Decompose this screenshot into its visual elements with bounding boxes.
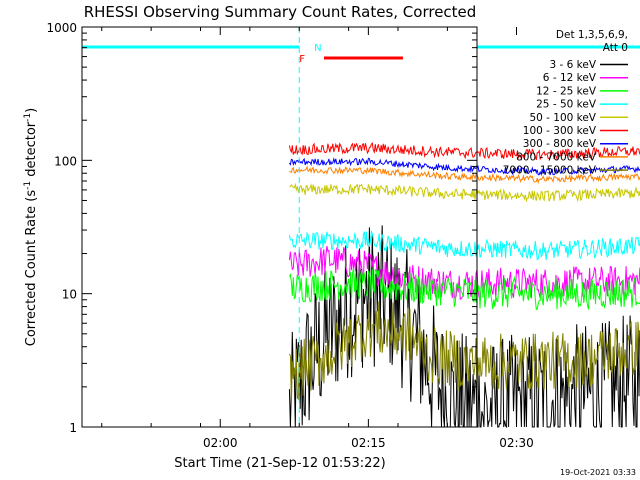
series-line-9 (288, 301, 640, 405)
series-line-6 (288, 141, 640, 161)
legend-header-2: Att 0 (603, 42, 628, 54)
y-axis-label-mid: detector (24, 121, 39, 181)
y-axis-label-end: ) (24, 108, 39, 113)
series-line-8 (289, 165, 640, 185)
series-line-3 (288, 267, 640, 311)
series-line-5 (289, 182, 640, 203)
night-label: N (314, 43, 321, 54)
legend-entry-label: 25 - 50 keV (536, 99, 597, 111)
legend-entry-label: 300 - 800 keV (523, 138, 597, 150)
series-line-4 (288, 229, 640, 261)
flare-label: F (299, 54, 305, 65)
legend-entry-label: 6 - 12 keV (543, 72, 597, 84)
legend-entry-label: 50 - 100 keV (529, 112, 596, 124)
y-axis-label-sup1: -1 (23, 181, 33, 190)
plot-frame (81, 26, 478, 428)
series-line-7 (288, 156, 640, 177)
y-axis-label-sup2: -1 (23, 113, 33, 122)
series-line-1 (288, 225, 640, 429)
y-tick-label: 1 (69, 421, 77, 435)
y-axis-label: Corrected Count Rate (s-1 detector-1) (23, 108, 39, 346)
y-axis: 1 10 100 1000 (46, 21, 477, 435)
x-tick-label: 02:15 (351, 436, 386, 450)
footer-timestamp: 19-Oct-2021 03:33 (560, 468, 636, 477)
legend-header-1: Det 1,3,5,6,9, (556, 29, 628, 41)
annotations-group: NFS (82, 27, 640, 427)
x-tick-label: 02:00 (203, 436, 238, 450)
x-axis-label: Start Time (21-Sep-12 01:53:22) (174, 456, 385, 471)
y-tick-label: 1000 (46, 21, 77, 35)
legend-entry-label: 12 - 25 keV (536, 85, 597, 97)
y-tick-label: 100 (54, 154, 77, 168)
legend-entry-label: 800 - 7000 keV (516, 151, 597, 163)
legend-entry-label: 7000 - 15000 keV (503, 165, 597, 177)
series-group (288, 141, 640, 429)
chart-title: RHESSI Observing Summary Count Rates, Co… (84, 3, 477, 21)
legend-entry-label: 100 - 300 keV (523, 125, 597, 137)
legend-entry-label: 3 - 6 keV (549, 59, 596, 71)
y-tick-label: 10 (62, 288, 77, 302)
x-tick-label: 02:30 (499, 436, 534, 450)
y-axis-label-main: Corrected Count Rate (s (24, 190, 39, 347)
